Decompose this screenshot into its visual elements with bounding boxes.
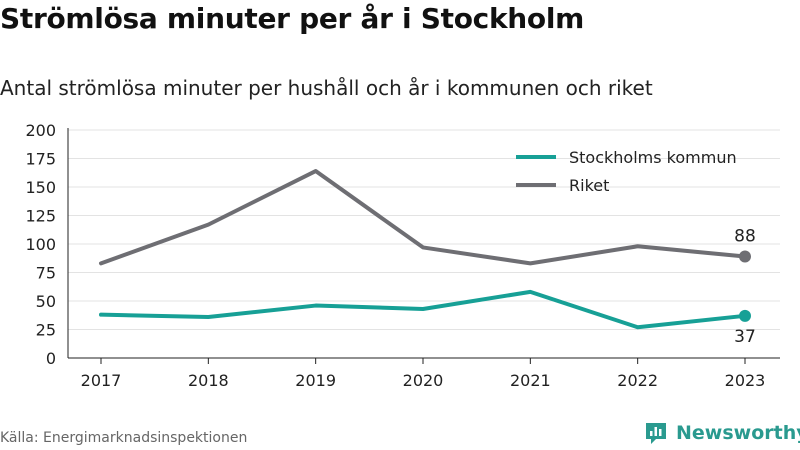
y-tick-label: 50	[36, 292, 56, 311]
brand-name: Newsworthy	[676, 422, 800, 444]
series-end-marker-2	[739, 250, 751, 263]
series-line-1	[99, 289, 747, 330]
y-tick-label: 150	[25, 178, 56, 197]
chart-subtitle: Antal strömlösa minuter per hushåll och …	[0, 76, 653, 100]
series-end-marker-1	[739, 309, 751, 322]
y-tick-label: 75	[36, 264, 56, 283]
newsworthy-logo: Newsworthy	[644, 421, 800, 445]
x-tick-label: 2022	[617, 371, 658, 390]
chart-title: Strömlösa minuter per år i Stockholm	[0, 2, 585, 35]
data-label: 88	[734, 227, 756, 247]
legend-label: Stockholms kommun	[569, 148, 737, 167]
y-tick-label: 175	[25, 150, 56, 169]
line-chart: 0 25 50 75 100 125 150 175 200 2017 2018 2019 2020 20…	[25, 121, 780, 390]
newsworthy-logo-icon	[646, 423, 666, 444]
x-tick-label: 2023	[725, 371, 766, 390]
series-line-2	[99, 169, 747, 266]
legend-label: Riket	[569, 176, 609, 195]
y-tick-label: 100	[25, 235, 56, 254]
x-tick-label: 2017	[81, 371, 122, 390]
data-label: 37	[734, 327, 756, 347]
x-tick-label: 2018	[188, 371, 229, 390]
source-note: Källa: Energimarknadsinspektionen	[0, 430, 248, 446]
x-tick-label: 2019	[295, 371, 336, 390]
x-tick-label: 2020	[403, 371, 444, 390]
y-tick-label: 200	[25, 121, 56, 140]
y-tick-label: 25	[36, 321, 56, 340]
y-tick-label: 125	[25, 207, 56, 226]
y-tick-label: 0	[46, 349, 56, 368]
x-tick-label: 2021	[510, 371, 551, 390]
